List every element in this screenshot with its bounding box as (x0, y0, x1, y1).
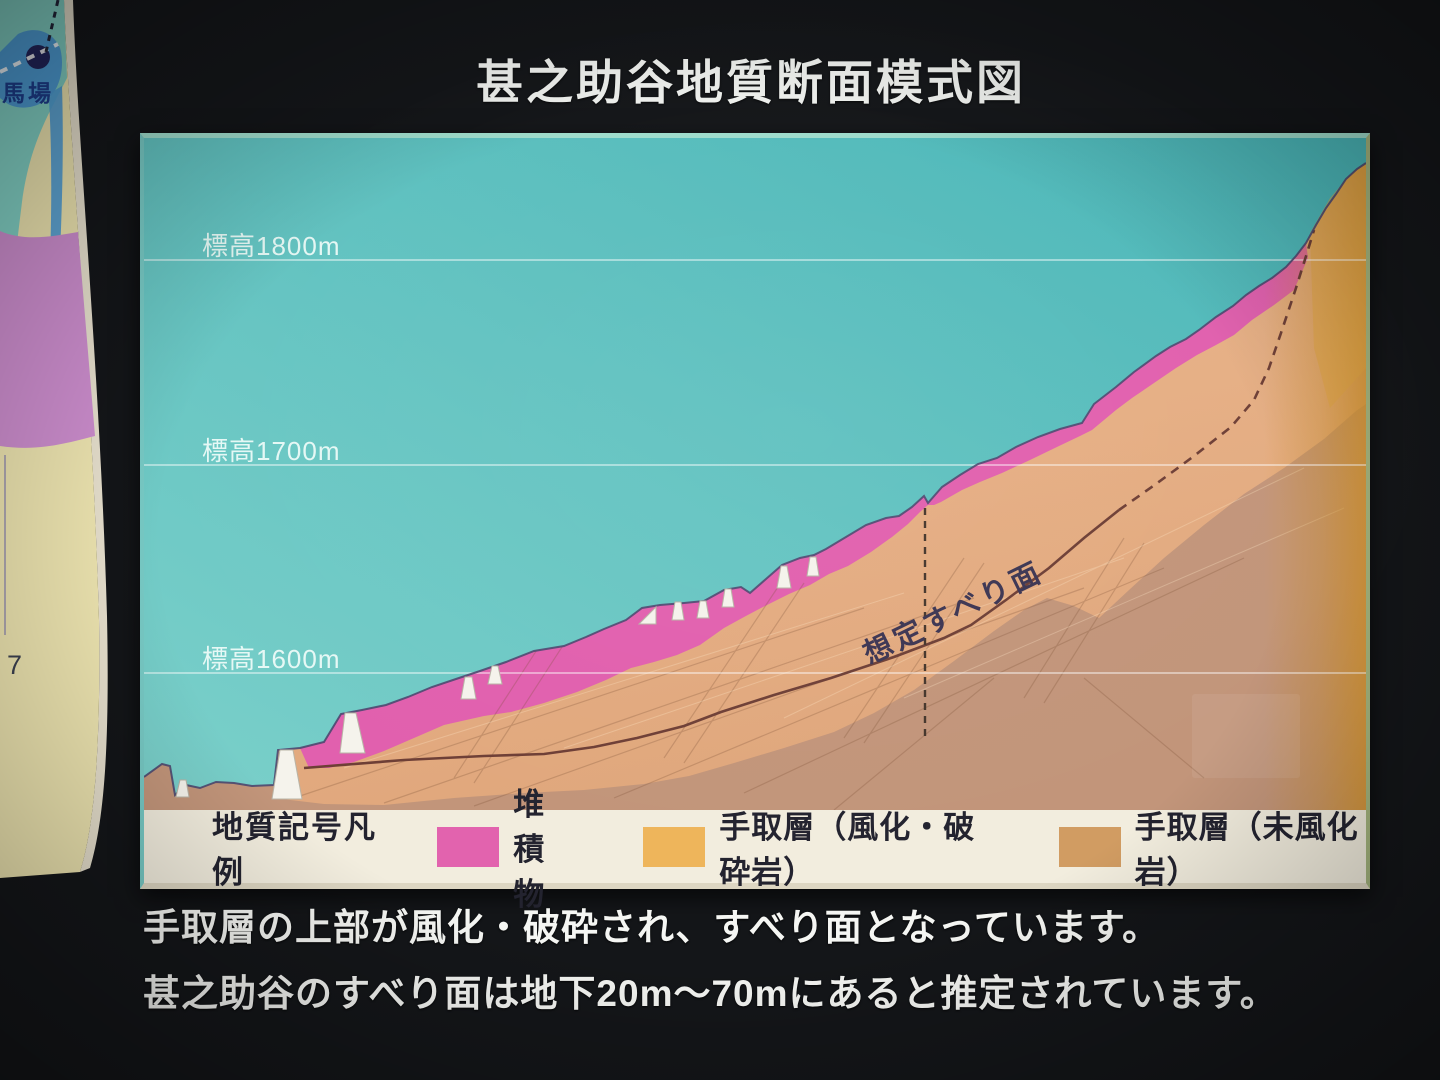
check-dam (460, 676, 477, 700)
map-trail-dashed-white (0, 42, 59, 74)
check-dam (696, 600, 710, 619)
glass-reflection (1192, 694, 1300, 778)
caption-line-2: 甚之助谷のすべり面は地下20m〜70mにあると推定されています。 (143, 973, 1278, 1014)
check-dam (637, 605, 657, 625)
adjacent-map-graphic (0, 0, 108, 878)
terrain-surface-outline (144, 162, 1366, 797)
elevation-label-1600: 標高1600m (202, 644, 341, 674)
legend-item-unweathered: 手取層（未風化岩） (1058, 802, 1366, 892)
gold-summit-zone (1310, 164, 1366, 408)
slip-surface-dashed-line (1118, 229, 1316, 512)
slip-surface-solid-line (303, 508, 1120, 770)
legend-swatch-unweathered (1058, 826, 1121, 867)
check-dam (721, 588, 735, 608)
legend-heading: 地質記号凡例 (212, 809, 377, 890)
caption-line-1: 手取層の上部が風化・破砕され、すべり面となっています。 (143, 907, 1161, 948)
legend-swatch-sediment (437, 826, 500, 867)
check-dam (271, 749, 303, 800)
cross-section-panel: 標高1800m 標高1700m 標高1600m 想定すべり面 地質記号凡例 堆積… (140, 133, 1370, 912)
check-dam (175, 779, 190, 798)
cross-section-graphic (144, 138, 1366, 810)
elevation-label-1800: 標高1800m (202, 231, 341, 261)
check-dam (339, 712, 366, 754)
elevation-lines (144, 259, 1366, 674)
map-area-violet (0, 231, 95, 448)
legend-label-unweathered: 手取層（未風化岩） (1134, 809, 1359, 890)
map-sheet-number: 7 (7, 650, 23, 680)
panel-edge (64, 0, 108, 872)
map-trail-dashed-black (44, 0, 60, 53)
page-title: 甚之助谷地質断面模式図 (476, 56, 1026, 109)
check-dam (806, 556, 820, 577)
legend-bar: 地質記号凡例 堆積物 手取層（風化・破砕岩） 手取層（未風化岩） (144, 787, 1366, 912)
legend-swatch-weathered (643, 826, 706, 867)
layer-unweathered-tedori (144, 404, 1366, 810)
map-place-label: 馬場 (2, 80, 54, 106)
legend-item-sediment: 堆積物 (437, 779, 643, 914)
legend-label-weathered: 手取層（風化・破砕岩） (719, 809, 976, 890)
check-dam (487, 665, 503, 685)
legend-label-sediment: 堆積物 (513, 787, 546, 912)
check-dam (671, 601, 685, 621)
check-dam (776, 565, 792, 589)
legend-item-weathered: 手取層（風化・破砕岩） (643, 802, 1058, 892)
adjacent-map-panel: 馬場 7 (0, 0, 112, 880)
layer-sediment (300, 243, 1308, 768)
check-dams (175, 556, 820, 800)
elevation-label-1700: 標高1700m (202, 436, 341, 466)
